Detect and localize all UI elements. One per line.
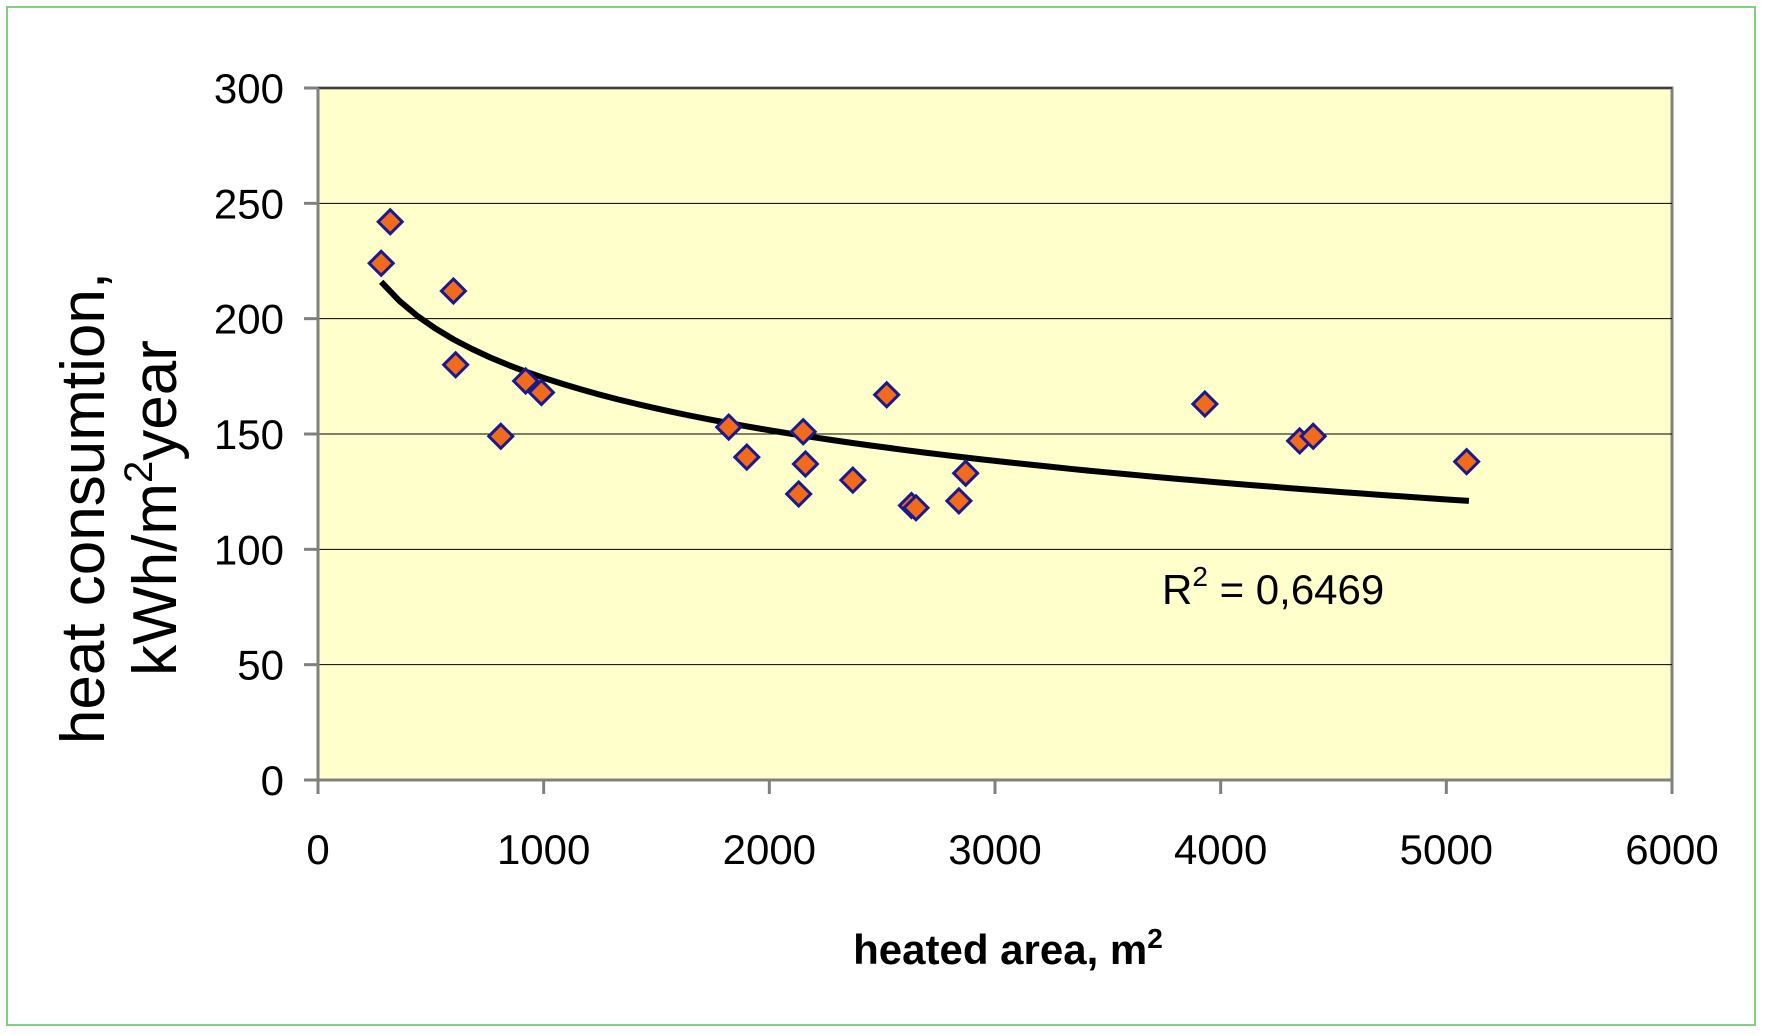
y-axis-title: heat consumtion, kWh/m2year [49,272,190,744]
data-point [527,378,556,407]
y-tick-label: 250 [214,180,284,227]
data-point [441,350,470,379]
x-tick-label: 4000 [1174,826,1267,873]
x-tick-label: 6000 [1625,826,1718,873]
data-point [486,422,515,451]
scatter-chart: 0 1000 2000 3000 4000 5000 6000 0 50 100 150 200 25… [49,65,1719,973]
x-tick-label: 0 [306,826,329,873]
data-point [944,486,974,516]
y-tick-label: 200 [214,296,284,343]
trendline [379,279,1470,504]
y-tick-label: 100 [214,526,284,573]
x-tick-label: 3000 [948,826,1041,873]
data-point [951,459,980,488]
data-point [714,412,743,442]
data-points [367,207,1481,522]
x-tick-label: 1000 [497,826,590,873]
y-tick-label: 0 [261,757,284,804]
y-tick-label: 300 [214,65,284,112]
data-point [1190,389,1219,419]
x-ticks: 0 1000 2000 3000 4000 5000 6000 [306,780,1719,873]
y-axis-title-line2: kWh/m2year [117,340,190,676]
x-tick-label: 2000 [723,826,816,873]
x-tick-label: 5000 [1400,826,1493,873]
x-axis-title: heated area, m2 [853,923,1163,973]
y-tick-label: 50 [237,642,284,689]
data-point [901,493,931,522]
y-tick-label: 150 [214,411,284,458]
data-point [1299,422,1328,451]
data-point [511,366,540,396]
data-point [439,276,468,306]
data-point [789,417,818,446]
data-point [838,466,867,495]
r-squared-annotation: R2 = 0,6469 [1162,561,1384,613]
data-point [732,442,761,472]
data-point [784,479,813,509]
y-axis-title-line1: heat consumtion, [49,272,118,744]
y-ticks: 0 50 100 150 200 250 300 [214,65,318,804]
data-point [376,207,405,236]
data-point [367,249,396,278]
data-point [872,380,901,409]
chart-frame: 0 1000 2000 3000 4000 5000 6000 0 50 100 150 200 25… [6,6,1756,1026]
data-point [791,449,820,479]
gridlines [318,87,1672,666]
data-point [1452,447,1481,476]
